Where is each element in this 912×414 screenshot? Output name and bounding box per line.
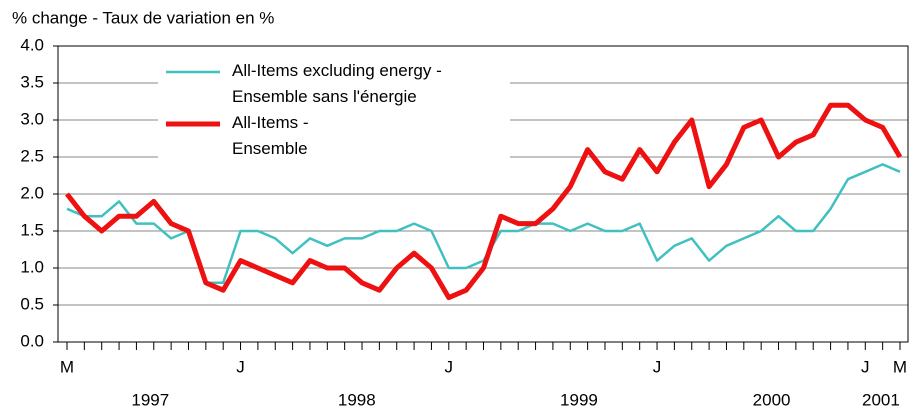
x-tick-label: J — [445, 357, 454, 376]
y-tick-label: 3.0 — [20, 109, 44, 128]
y-tick-label: 3.5 — [20, 72, 44, 91]
year-label: 1997 — [131, 390, 169, 409]
x-tick-label: J — [236, 357, 245, 376]
year-label: 2000 — [753, 390, 791, 409]
y-tick-label: 1.5 — [20, 220, 44, 239]
y-tick-label: 0.5 — [20, 294, 44, 313]
x-tick-label: J — [861, 357, 870, 376]
year-label: 2001 — [862, 390, 900, 409]
x-tick-label: M — [60, 357, 74, 376]
legend-label: All-Items excluding energy -Ensemble san… — [232, 61, 442, 106]
legend-box — [158, 58, 510, 172]
x-tick-label: M — [893, 357, 907, 376]
year-label: 1999 — [560, 390, 598, 409]
y-tick-label: 4.0 — [20, 35, 44, 54]
y-tick-label: 1.0 — [20, 257, 44, 276]
y-tick-label: 2.5 — [20, 146, 44, 165]
chart-title: % change - Taux de variation en % — [12, 8, 274, 27]
year-label: 1998 — [338, 390, 376, 409]
x-tick-label: J — [653, 357, 662, 376]
y-tick-label: 2.0 — [20, 183, 44, 202]
legend-label: All-Items -Ensemble — [232, 113, 309, 158]
line-series — [65, 102, 903, 301]
y-tick-label: 0.0 — [20, 331, 44, 350]
